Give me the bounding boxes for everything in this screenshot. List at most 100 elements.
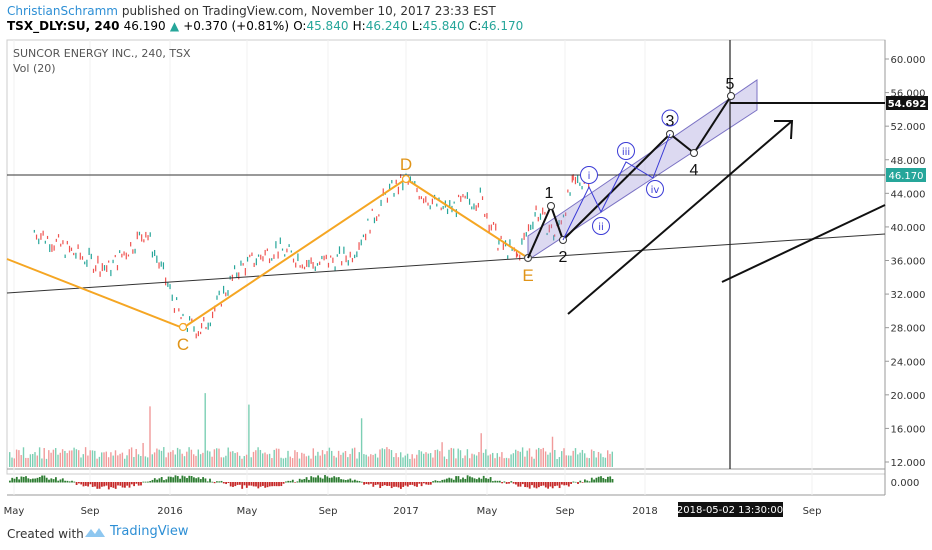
volume-bar [25, 457, 27, 467]
volume-bar [255, 450, 257, 467]
volume-bar [347, 457, 349, 467]
oscillator-bar [349, 478, 352, 483]
oscillator-bar [347, 479, 349, 483]
oscillator-bar [319, 477, 322, 483]
grid [13, 40, 813, 495]
volume-bar [296, 452, 298, 467]
volume-bar [206, 450, 209, 467]
volume-bar [324, 454, 326, 467]
oscillator-bar [232, 482, 234, 487]
oscillator-bar [482, 475, 485, 483]
volume-bar [551, 436, 554, 467]
oscillator-bar [126, 482, 129, 486]
oscillator-bar [197, 477, 200, 483]
volume-bar [15, 449, 18, 467]
volume-bar [225, 455, 227, 467]
x-tick-label: 2017 [393, 506, 418, 517]
oscillator-bar [245, 482, 248, 488]
volume-bar [356, 458, 358, 467]
volume-bar [186, 451, 188, 467]
chart-frame [6, 39, 886, 475]
y-tick-label: 60.000 [891, 55, 926, 66]
oscillator-bar [9, 480, 11, 483]
publish-line: ChristianSchramm published on TradingVie… [7, 4, 496, 18]
volume-bar [593, 450, 595, 467]
volume-bar [471, 453, 473, 467]
oscillator-bar [252, 482, 255, 487]
volume-bar [411, 454, 413, 467]
volume-bar [521, 447, 524, 467]
volume-bar [429, 453, 432, 467]
oscillator-bar [57, 480, 60, 483]
oscillator-bar [218, 481, 221, 483]
volume-bar [397, 457, 400, 467]
oscillator-bar [452, 479, 455, 483]
oscillator-bar [181, 475, 184, 483]
oscillator-bar [595, 477, 598, 483]
oscillator-bar [38, 476, 41, 483]
oscillator-bar [436, 480, 439, 483]
volume-bar [452, 448, 455, 467]
tradingview-brand[interactable]: TradingView [84, 524, 189, 539]
oscillator-bar [374, 482, 377, 485]
oscillator-bar [216, 481, 218, 483]
subwave-ring [592, 217, 610, 235]
volume-bar [386, 447, 388, 467]
oscillator-bar [22, 476, 25, 483]
oscillator-bar [425, 482, 428, 485]
oscillator-bar [101, 482, 103, 487]
oscillator-pane [9, 475, 614, 490]
volume-bar [331, 450, 333, 467]
volume-bar [393, 457, 395, 467]
oscillator-bar [170, 476, 172, 483]
oscillator-bar [326, 476, 329, 483]
volume-bar [574, 448, 577, 467]
oscillator-bar [406, 482, 409, 487]
oscillator-bar [250, 482, 253, 486]
oscillator-bar [416, 482, 418, 487]
oscillator-bar [94, 482, 96, 487]
volume-bars [9, 393, 613, 467]
oscillator-bar [236, 482, 239, 485]
volume-bar [515, 449, 517, 467]
volume-bar [252, 451, 255, 467]
volume-bar [234, 453, 236, 467]
volume-bar [144, 456, 147, 467]
volume-bar [595, 457, 597, 467]
oscillator-bar [195, 478, 198, 483]
oscillator-bar [409, 482, 411, 485]
oscillator-bar [43, 475, 46, 483]
low-value: 45.840 [422, 19, 465, 33]
author-link[interactable]: ChristianSchramm [7, 4, 118, 18]
volume-bar [32, 454, 34, 467]
volume-bar [82, 454, 84, 467]
volume-bar [285, 457, 287, 467]
volume-bar [183, 456, 186, 467]
volume-bar [326, 451, 328, 467]
volume-bar [505, 457, 508, 467]
oscillator-bar [607, 476, 609, 483]
volume-bar [257, 447, 259, 467]
y-tick-label: 40.000 [891, 223, 926, 234]
oscillator-bar [333, 476, 336, 483]
oscillator-bar [517, 482, 520, 487]
oscillator-bar [547, 482, 549, 489]
y-tick-label: 36.000 [891, 257, 926, 268]
volume-bar [367, 456, 370, 467]
oscillator-bar [174, 475, 177, 483]
volume-bar [48, 450, 50, 467]
volume-bar [80, 457, 82, 467]
volume-bar [9, 452, 11, 467]
low-label: L: [411, 19, 423, 33]
volume-bar [416, 454, 418, 467]
oscillator-bar [117, 482, 119, 486]
oscillator-bar [294, 482, 296, 483]
volume-bar [602, 457, 604, 467]
volume-bar [561, 451, 563, 467]
close-value: 46.170 [481, 19, 524, 33]
oscillator-bar [222, 482, 225, 484]
oscillator-bar [411, 482, 414, 485]
wave-label-5: 5 [726, 76, 735, 93]
volume-bar [227, 447, 229, 467]
